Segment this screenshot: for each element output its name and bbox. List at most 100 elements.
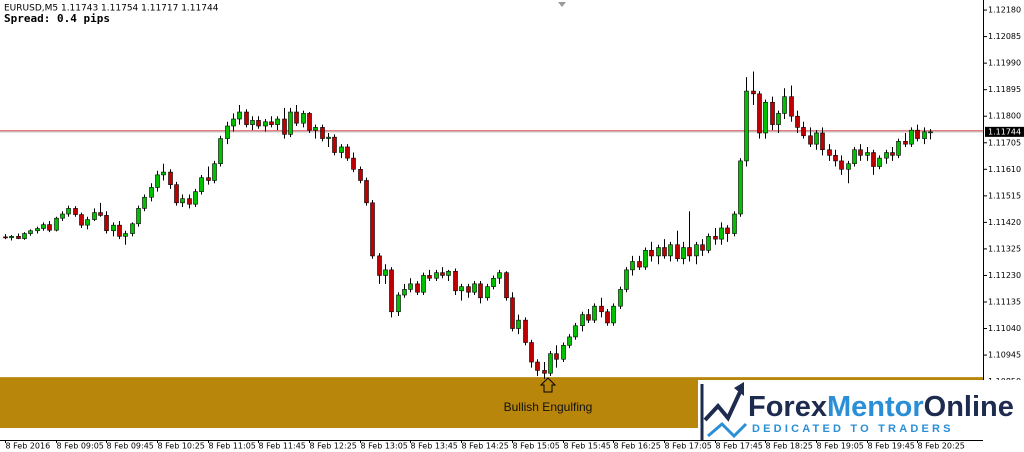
candle-body — [250, 120, 255, 125]
candle-body — [871, 152, 876, 167]
candle-body — [130, 223, 135, 234]
price-label: 1.11744 — [988, 127, 1021, 136]
chart-title: EURUSD,M5 1.11743 1.11754 1.11717 1.1174… — [4, 4, 219, 14]
y-tick-label: 1.11230 — [988, 271, 1021, 280]
logo-name-part: Mentor — [827, 391, 924, 423]
candle-body — [453, 270, 458, 292]
y-tick-label: 1.11040 — [988, 324, 1021, 333]
candle-body — [54, 217, 59, 231]
candle-body — [358, 168, 363, 181]
candle-body — [60, 213, 65, 219]
candle-body — [890, 152, 895, 156]
x-tick-label: 8 Feb 19:05 — [817, 442, 864, 451]
candle-body — [928, 131, 933, 134]
candle-body — [776, 113, 781, 125]
candle-body — [694, 244, 699, 257]
candle-body — [580, 314, 585, 327]
candle-body — [155, 174, 160, 188]
y-tick-label: 1.11800 — [988, 112, 1021, 121]
candle-body — [472, 283, 477, 293]
candle-body — [231, 118, 236, 127]
candle-body — [269, 121, 274, 125]
y-tick-label: 1.11420 — [988, 218, 1021, 227]
candle-body — [523, 319, 528, 343]
candle-body — [605, 311, 610, 324]
candle-body — [599, 305, 604, 313]
candle-body — [288, 111, 293, 135]
candle-body — [668, 244, 673, 257]
candle-body — [586, 314, 591, 321]
candle-body — [561, 344, 566, 360]
candle-body — [567, 336, 572, 346]
x-tick-label: 8 Feb 16:25 — [614, 442, 661, 451]
candle-body — [846, 163, 851, 170]
candle-body — [466, 286, 471, 293]
candle-body — [852, 149, 857, 165]
candle-body — [865, 152, 870, 156]
candle-body — [22, 233, 27, 239]
candle-body — [542, 370, 547, 374]
candle-body — [136, 208, 141, 225]
candle-body — [149, 187, 154, 198]
candle-body — [751, 90, 756, 95]
y-tick-label: 1.12085 — [988, 32, 1021, 41]
candle-body — [421, 275, 426, 293]
price-label-box — [985, 126, 1024, 137]
candle-body — [339, 146, 344, 153]
candle-body — [630, 261, 635, 271]
y-tick-label: 1.12180 — [988, 6, 1021, 15]
candle-body — [459, 286, 464, 292]
logo-tagline: DEDICATED TO TRADERS — [752, 423, 954, 435]
candle-body — [814, 132, 819, 145]
candle-body — [675, 244, 680, 259]
candle-body — [47, 224, 52, 231]
candle-body — [770, 101, 775, 125]
y-tick-label: 1.11705 — [988, 138, 1021, 147]
candle-body — [389, 269, 394, 313]
candle-body — [85, 219, 90, 226]
candle-body — [294, 111, 299, 124]
candle-body — [92, 212, 97, 220]
x-tick-label: 8 Feb 17:05 — [665, 442, 712, 451]
candle-body — [922, 131, 927, 139]
logo-background — [698, 380, 1024, 440]
candle-body — [225, 125, 230, 139]
candle-body — [725, 227, 730, 234]
candle-body — [618, 289, 623, 307]
candle-body — [415, 283, 420, 293]
candle-body — [858, 149, 863, 156]
x-tick-label: 8 Feb 15:45 — [564, 442, 611, 451]
candle-body — [364, 180, 369, 204]
x-tick-label: 8 Feb 14:25 — [462, 442, 509, 451]
candle-body — [833, 155, 838, 162]
candle-body — [446, 270, 451, 276]
candle-body — [789, 96, 794, 117]
x-tick-label: 8 Feb 13:05 — [361, 442, 408, 451]
candle-body — [73, 208, 78, 215]
candle-body — [237, 111, 242, 120]
candle-body — [795, 115, 800, 128]
x-tick-label: 8 Feb 19:45 — [868, 442, 915, 451]
candle-body — [307, 113, 312, 131]
candle-body — [244, 111, 249, 125]
candle-body — [744, 90, 749, 162]
candle-body — [104, 215, 109, 232]
candle-body — [28, 230, 33, 234]
candle-body — [35, 228, 40, 232]
candle-body — [592, 305, 597, 321]
candle-body — [504, 272, 509, 299]
candle-body — [706, 236, 711, 251]
candle-body — [700, 244, 705, 251]
logo-name: ForexMentorOnline — [748, 391, 1014, 423]
x-tick-label: 8 Feb 20:25 — [918, 442, 965, 451]
candle-body — [275, 118, 280, 125]
candle-body — [554, 353, 559, 360]
candle-body — [738, 160, 743, 215]
candle-body — [98, 212, 103, 216]
candle-body — [624, 269, 629, 290]
candle-body — [402, 289, 407, 296]
candle-body — [687, 247, 692, 257]
candle-body — [161, 171, 166, 176]
